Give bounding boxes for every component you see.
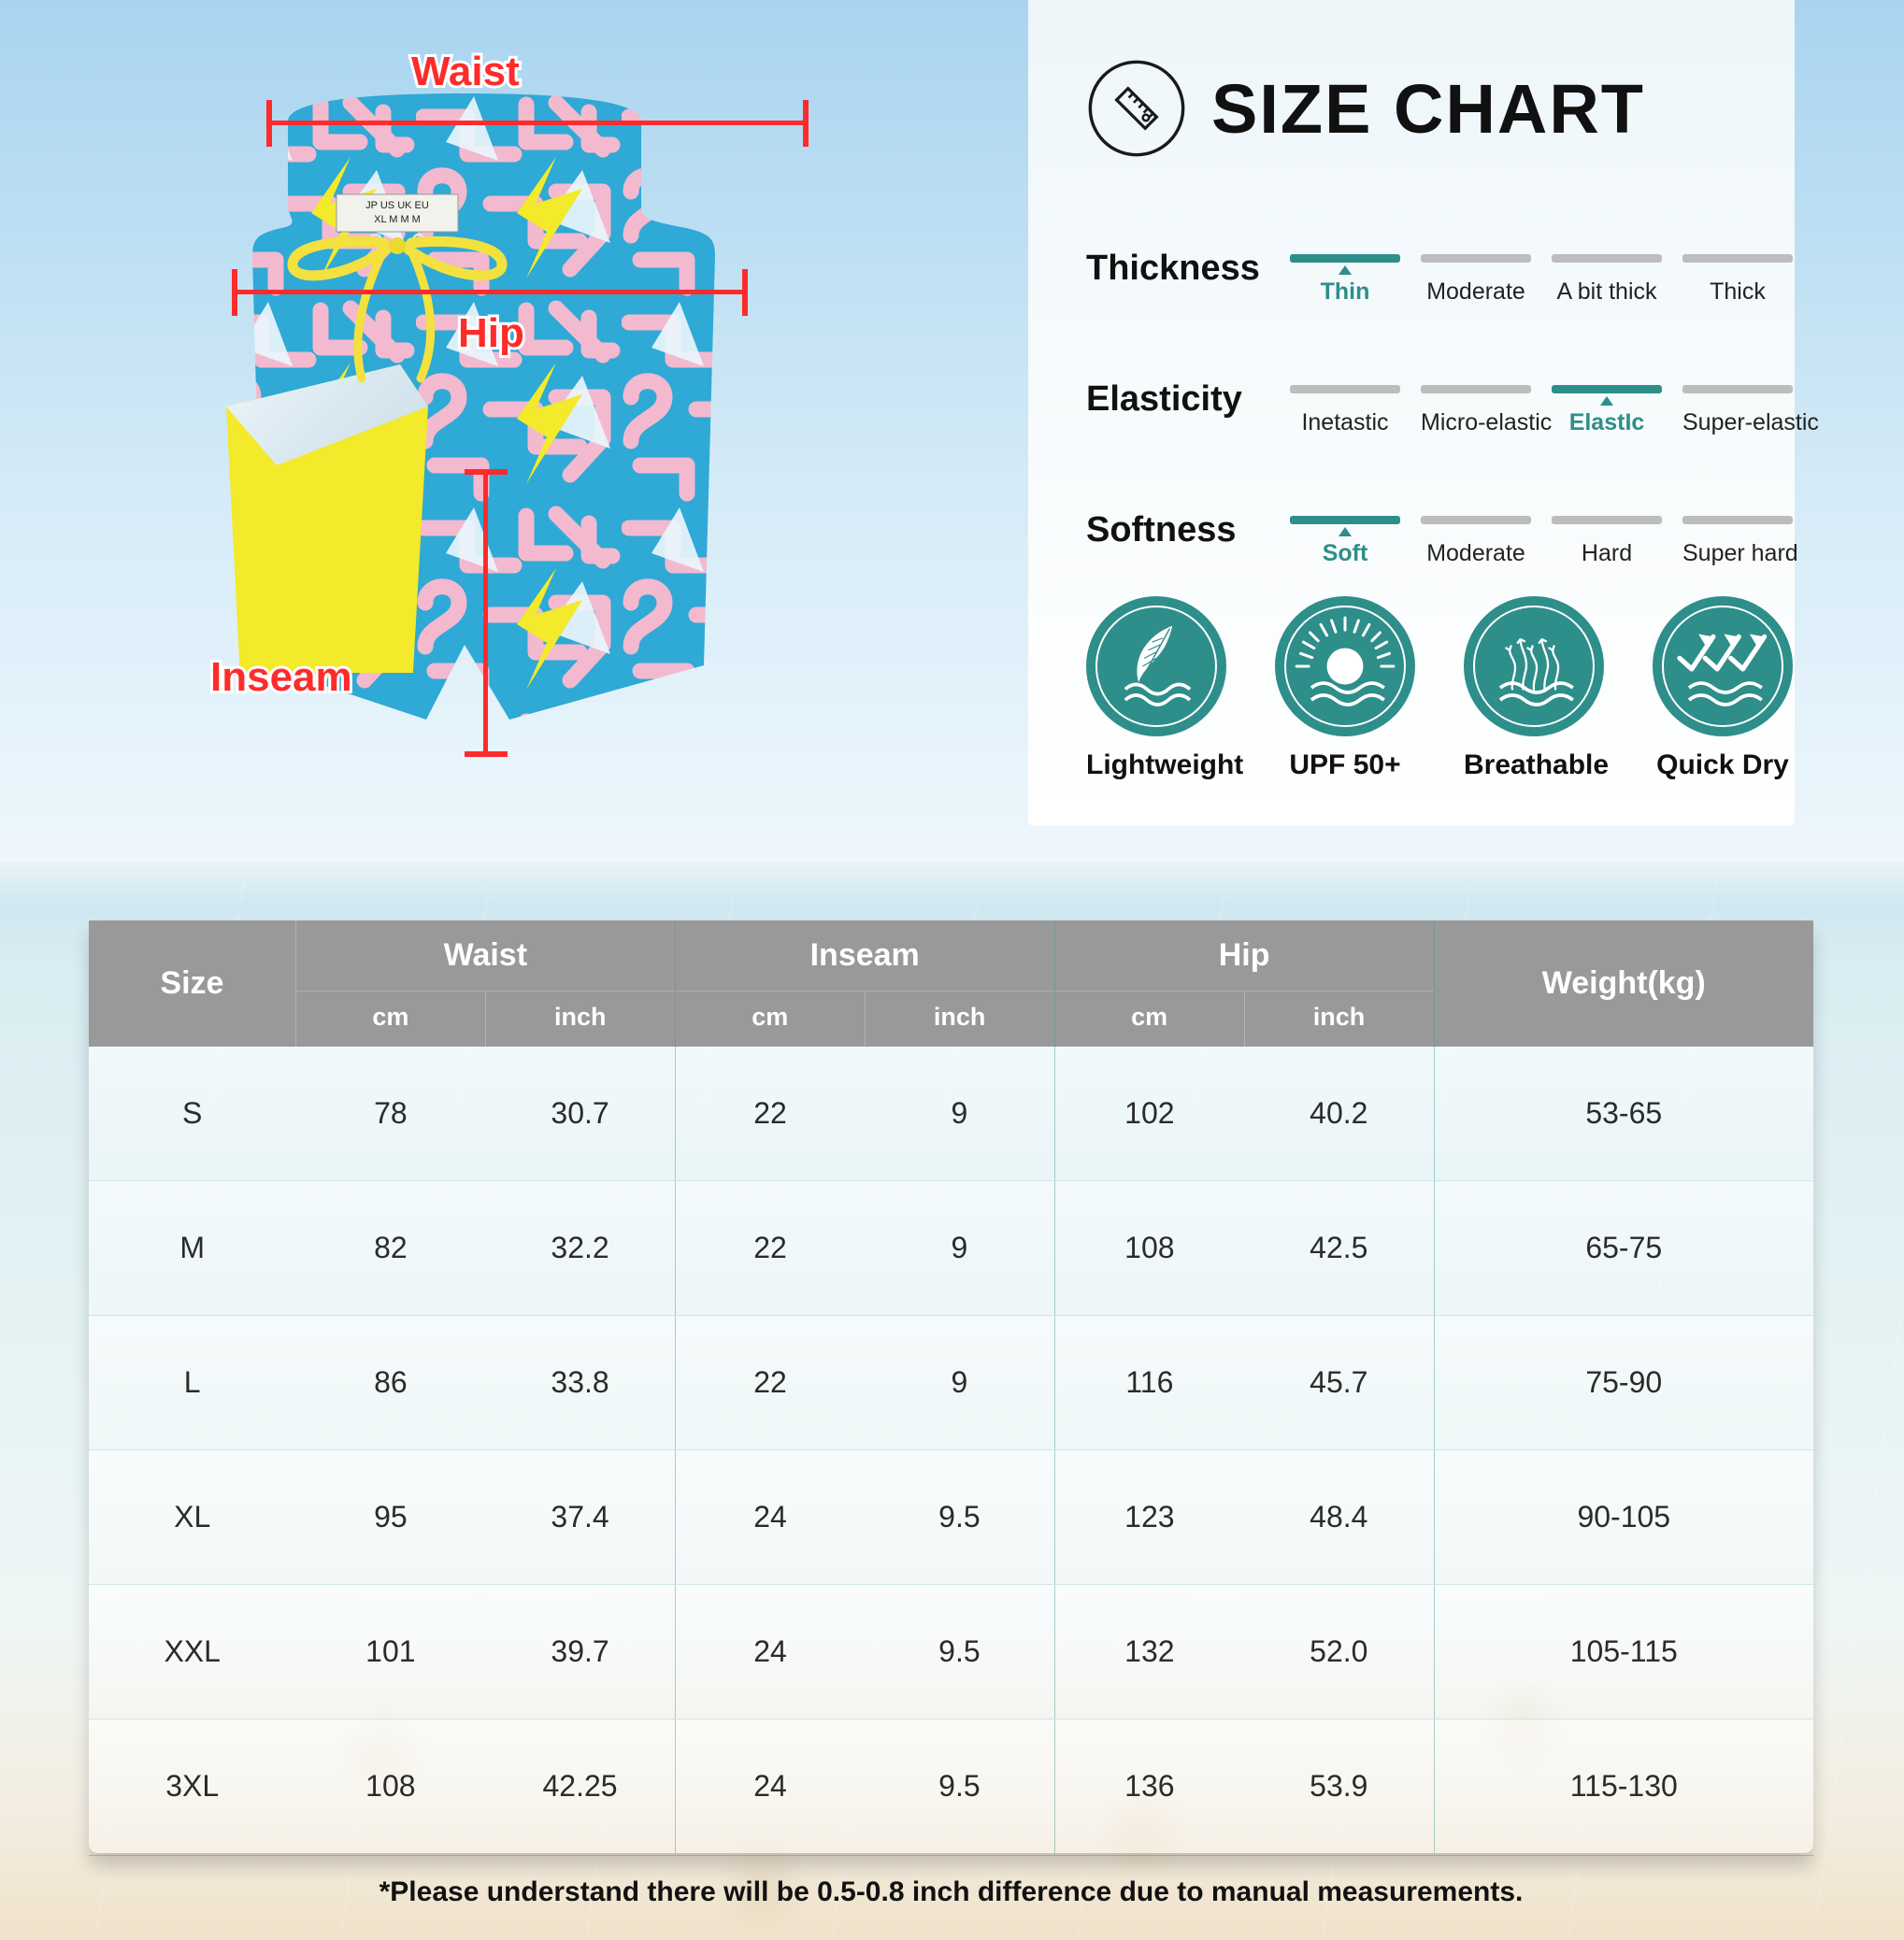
svg-text:XL M M M: XL M M M: [374, 214, 421, 225]
svg-text:JP US UK EU: JP US UK EU: [365, 200, 429, 211]
